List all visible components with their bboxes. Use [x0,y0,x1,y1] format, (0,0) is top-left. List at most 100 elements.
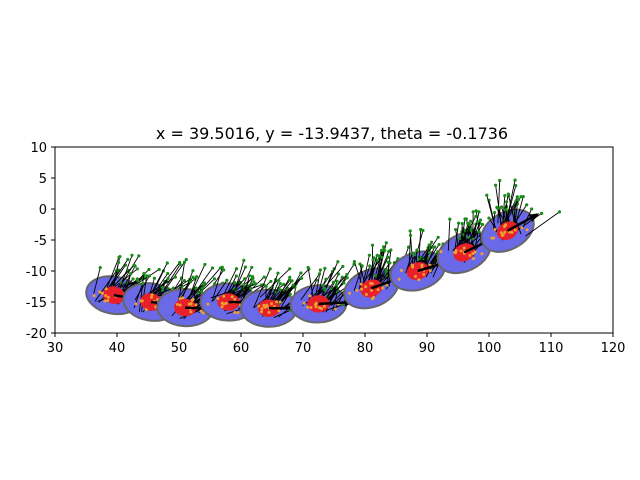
measurement-dot [233,297,237,301]
particle-heading-line [212,280,228,302]
particle-dot [461,233,465,237]
particle-dot [191,275,195,279]
particle-dot [475,219,479,224]
measurement-dot [233,310,237,314]
measurement-dot [150,293,154,297]
particle-heading-line [178,262,185,304]
particle-dot [288,292,292,296]
particle-heading-line [322,304,343,312]
particle-dot [157,267,161,272]
particle-heading-line [148,276,176,294]
measurement-dot [510,230,514,234]
particle-dot [199,290,204,294]
measurement-dot [468,254,472,258]
particle-heading-line [522,208,533,228]
particle-heading-line [149,262,168,296]
particle-dot [277,278,281,283]
measurement-dot [176,303,180,307]
particle-heading-line [93,267,101,294]
measurement-dot [222,302,226,306]
particle-heading-line [497,180,501,224]
particle-heading-line [506,180,516,222]
particle-heading-line [242,276,265,298]
measurement-dot [459,249,463,253]
x-tick-label: 120 [601,341,626,356]
particle-dot [182,278,186,283]
particle-dot [340,275,344,279]
measurement-dot [385,283,389,287]
particle-dot [129,272,133,276]
measurement-dot [222,294,226,298]
particle-heading-line [499,208,502,228]
particle-dot [331,280,336,284]
measurement-dot [397,277,401,281]
particle-dot [345,272,349,277]
measurement-dot [150,295,154,299]
particle-dot [358,262,362,266]
particle-dot [234,267,239,271]
particle-dot [469,228,474,233]
particle-dot [516,198,520,202]
measurement-dot [355,288,359,292]
measurement-dot [493,228,497,232]
particle-dot [242,258,246,262]
measurement-dot [187,302,191,306]
particle-heading-line [94,270,117,302]
measurement-dot [309,306,313,310]
measurement-dot [103,299,107,303]
measurement-dot [513,228,517,232]
particle-dot [419,227,423,232]
particle-dot [499,205,504,209]
measurement-dot [314,302,318,306]
particle-dot [477,210,481,214]
particle-dot [410,251,414,255]
particle-dot [334,283,339,287]
measurement-dot [104,287,108,291]
particle-dot [525,203,529,207]
particle-dot [460,221,464,226]
particle-dot [126,268,130,273]
particle-dot [335,279,339,283]
particle-dot [288,278,292,282]
particle-dot [336,272,341,276]
measurement-dot [308,294,312,298]
particle-dot [437,242,441,247]
particle-heading-line [211,267,223,303]
x-tick-label: 90 [419,341,436,356]
measurement-dot [411,265,415,269]
particle-dot [98,265,102,270]
measurement-dot [181,296,185,300]
particle-heading-line [259,268,291,298]
particle-dot [194,286,198,290]
particle-dot [504,200,509,204]
measurement-dot [360,287,364,291]
particle-heading-line [109,264,135,291]
particle-dot [201,283,206,287]
particle-dot [427,251,432,255]
measurement-dot [439,250,443,254]
particle-dot [345,276,349,280]
particle-dot [352,259,356,264]
measurement-dot [201,311,205,315]
particle-dot [196,291,201,295]
particle-dot [291,283,295,287]
particle-dot [469,219,473,223]
particle-heading-line [158,287,174,295]
measurement-dot [417,278,421,282]
particle-heading-line [186,264,206,303]
particle-dot [370,243,375,247]
measurement-dot [504,223,508,227]
x-tick-label: 30 [47,341,64,356]
particle-dot [371,258,375,262]
particle-heading-line [525,211,560,237]
particle-heading-line [486,195,496,229]
particle-heading-line [447,219,451,251]
x-tick-label: 80 [357,341,374,356]
measurement-dot [144,308,148,312]
particle-dot [191,269,195,273]
particle-dot [130,253,134,257]
particle-dot [126,257,130,262]
measurement-dot [322,304,326,308]
particle-dot [178,260,182,265]
